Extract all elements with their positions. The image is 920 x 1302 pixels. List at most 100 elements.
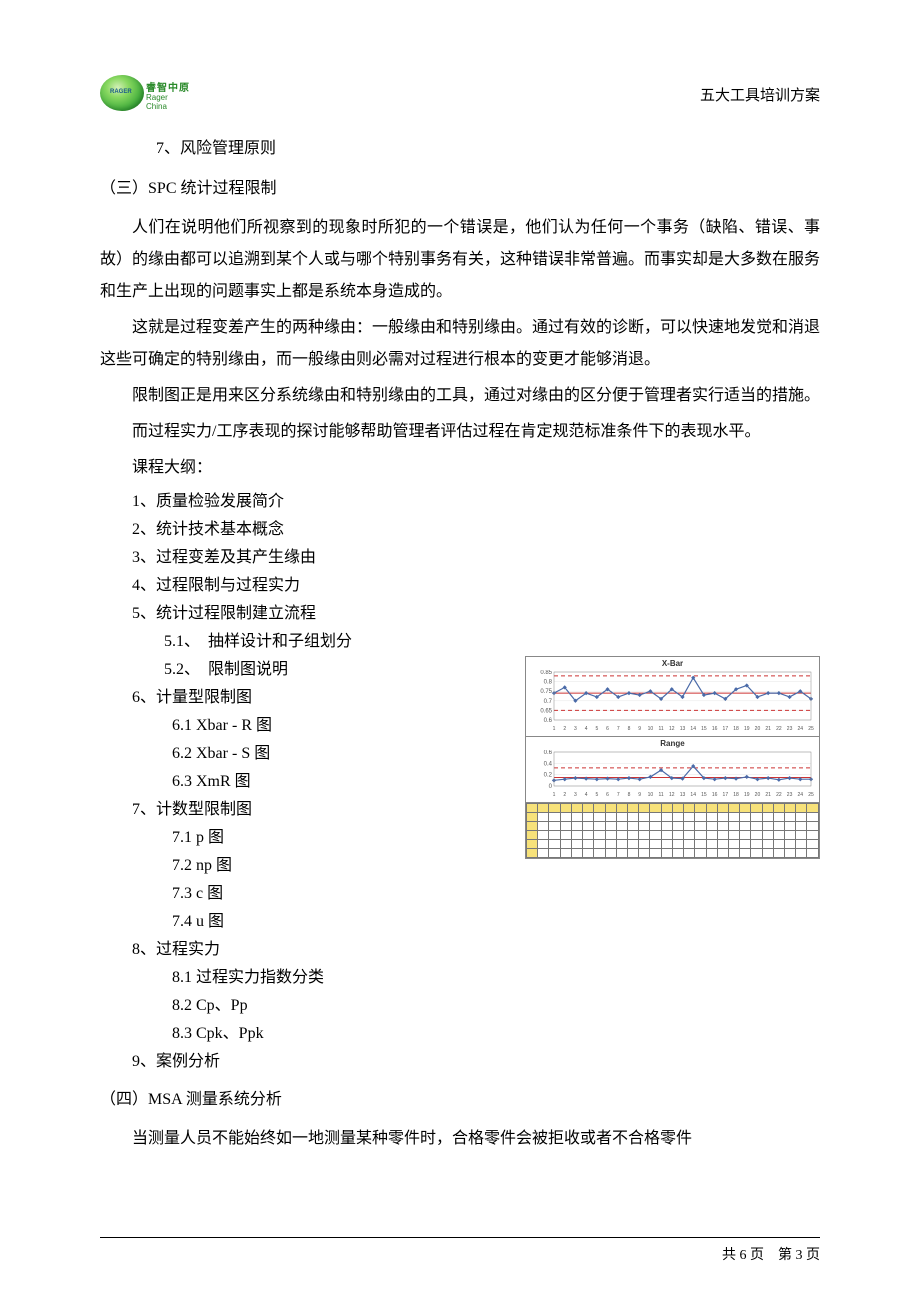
svg-text:11: 11	[658, 726, 663, 732]
svg-text:12: 12	[669, 726, 675, 732]
svg-text:0: 0	[549, 784, 553, 790]
svg-text:7: 7	[617, 726, 620, 732]
svg-text:0.7: 0.7	[544, 699, 553, 705]
svg-text:4: 4	[585, 726, 588, 732]
outline-subitem: 8.2 Cp、Pp	[100, 992, 820, 1020]
svg-text:23: 23	[787, 792, 793, 798]
svg-text:8: 8	[628, 726, 631, 732]
svg-text:18: 18	[733, 726, 739, 732]
svg-text:3: 3	[574, 726, 577, 732]
outline-subitem: 8.3 Cpk、Ppk	[100, 1020, 820, 1048]
svg-text:2: 2	[563, 792, 566, 798]
xbar-title: X-Bar	[530, 659, 815, 668]
svg-text:6: 6	[606, 792, 609, 798]
svg-text:10: 10	[648, 792, 654, 798]
outline-item: 5、统计过程限制建立流程	[100, 600, 820, 628]
spc-chart-block: X-Bar 0.60.650.70.750.80.851234567891011…	[525, 656, 820, 859]
svg-text:24: 24	[798, 726, 804, 732]
svg-text:6: 6	[606, 726, 609, 732]
outline-subitem: 7.3 c 图	[100, 880, 820, 908]
svg-text:9: 9	[638, 792, 641, 798]
outline-item: 9、案例分析	[100, 1048, 820, 1076]
svg-text:0.65: 0.65	[540, 709, 552, 715]
svg-text:17: 17	[723, 792, 729, 798]
svg-text:7: 7	[617, 792, 620, 798]
heading-prefix: （三）	[100, 180, 148, 197]
section-3-p3: 限制图正是用来区分系统缘由和特别缘由的工具，通过对缘由的区分便于管理者实行适当的…	[100, 380, 820, 412]
data-table-panel	[526, 803, 819, 858]
svg-text:22: 22	[776, 792, 782, 798]
svg-text:0.6: 0.6	[544, 718, 553, 724]
outline-subitem: 5.1、 抽样设计和子组划分	[100, 628, 820, 656]
svg-text:0.6: 0.6	[544, 750, 553, 756]
svg-text:13: 13	[680, 726, 686, 732]
logo-text-en: Rager China	[146, 93, 190, 111]
svg-text:25: 25	[808, 726, 814, 732]
xbar-chart-panel: X-Bar 0.60.650.70.750.80.851234567891011…	[526, 657, 819, 737]
svg-text:20: 20	[755, 726, 761, 732]
svg-text:14: 14	[690, 792, 696, 798]
heading-roman: MSA	[148, 1091, 186, 1108]
svg-text:13: 13	[680, 792, 686, 798]
document-body: 7、风险管理原则 （三）SPC 统计过程限制 人们在说明他们所视察到的现象时所犯…	[100, 133, 820, 1155]
data-table	[526, 803, 819, 858]
svg-text:1: 1	[553, 726, 556, 732]
svg-text:9: 9	[638, 726, 641, 732]
svg-text:1: 1	[553, 792, 556, 798]
svg-text:3: 3	[574, 792, 577, 798]
svg-text:15: 15	[701, 726, 707, 732]
svg-text:12: 12	[669, 792, 675, 798]
svg-text:19: 19	[744, 792, 750, 798]
svg-text:22: 22	[776, 726, 782, 732]
svg-text:14: 14	[690, 726, 696, 732]
svg-text:23: 23	[787, 726, 793, 732]
svg-text:0.2: 0.2	[544, 773, 553, 779]
svg-text:0.8: 0.8	[544, 680, 553, 686]
svg-text:25: 25	[808, 792, 814, 798]
logo-inner-text: RAGER	[110, 89, 132, 95]
range-chart: 00.20.40.6123456789101112131415161718192…	[530, 750, 815, 798]
heading-rest: 测量系统分析	[186, 1091, 282, 1108]
outline-item: 2、统计技术基本概念	[100, 516, 820, 544]
svg-text:18: 18	[733, 792, 739, 798]
section-3-p4: 而过程实力/工序表现的探讨能够帮助管理者评估过程在肯定规范标准条件下的表现水平。	[100, 416, 820, 448]
heading-prefix: （四）	[100, 1091, 148, 1108]
svg-text:15: 15	[701, 792, 707, 798]
svg-text:0.85: 0.85	[540, 670, 552, 676]
svg-text:5: 5	[595, 792, 598, 798]
range-chart-panel: Range 00.20.40.6123456789101112131415161…	[526, 737, 819, 803]
section-3-p2: 这就是过程变差产生的两种缘由：一般缘由和特别缘由。通过有效的诊断，可以快速地发觉…	[100, 312, 820, 376]
outline-subitem: 8.1 过程实力指数分类	[100, 964, 820, 992]
section-3-heading: （三）SPC 统计过程限制	[100, 171, 820, 206]
svg-text:16: 16	[712, 792, 718, 798]
outline-item: 1、质量检验发展简介	[100, 488, 820, 516]
svg-text:20: 20	[755, 792, 761, 798]
svg-text:0.4: 0.4	[544, 762, 553, 768]
pre-item: 7、风险管理原则	[100, 133, 820, 165]
section-4-heading: （四）MSA 测量系统分析	[100, 1082, 820, 1117]
svg-text:2: 2	[563, 726, 566, 732]
svg-text:11: 11	[658, 792, 663, 798]
logo: RAGER 睿智中原 Rager China	[100, 75, 190, 113]
svg-text:24: 24	[798, 792, 804, 798]
outline-and-chart-wrap: 1、质量检验发展简介 2、统计技术基本概念 3、过程变差及其产生缘由 4、过程限…	[100, 488, 820, 1076]
section-4-p1: 当测量人员不能始终如一地测量某种零件时，合格零件会被拒收或者不合格零件	[100, 1123, 820, 1155]
svg-text:4: 4	[585, 792, 588, 798]
footer-text: 共 6 页 第 3 页	[722, 1244, 820, 1264]
section-3-p1: 人们在说明他们所视察到的现象时所犯的一个错误是，他们认为任何一个事务（缺陷、错误…	[100, 212, 820, 308]
svg-text:0.75: 0.75	[540, 689, 552, 695]
footer-line	[100, 1237, 820, 1238]
outline-subitem: 7.4 u 图	[100, 908, 820, 936]
outline-item: 8、过程实力	[100, 936, 820, 964]
range-title: Range	[530, 739, 815, 748]
header-title: 五大工具培训方案	[700, 84, 820, 105]
page-header: RAGER 睿智中原 Rager China 五大工具培训方案	[100, 75, 820, 113]
svg-text:17: 17	[723, 726, 729, 732]
svg-text:10: 10	[648, 726, 654, 732]
svg-text:19: 19	[744, 726, 750, 732]
svg-text:21: 21	[765, 792, 771, 798]
outline-label: 课程大纲：	[100, 452, 820, 484]
svg-text:8: 8	[628, 792, 631, 798]
heading-roman: SPC	[148, 180, 180, 197]
heading-rest: 统计过程限制	[180, 180, 276, 197]
